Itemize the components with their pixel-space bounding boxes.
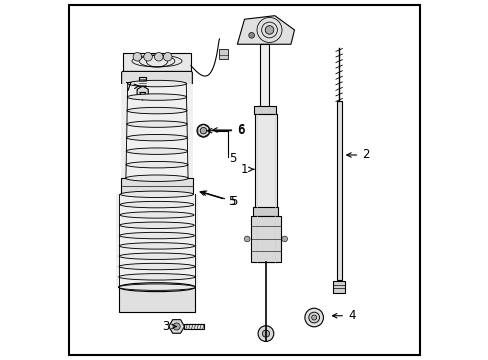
Circle shape — [248, 32, 254, 38]
Ellipse shape — [120, 232, 194, 239]
Circle shape — [173, 323, 180, 330]
Bar — [116, 194, 198, 287]
Polygon shape — [237, 16, 294, 44]
Circle shape — [258, 326, 273, 342]
Text: 2: 2 — [346, 148, 369, 162]
Bar — [260, 44, 269, 116]
Text: 1: 1 — [240, 163, 253, 176]
Ellipse shape — [127, 107, 186, 114]
Text: 5: 5 — [202, 191, 237, 208]
Ellipse shape — [119, 274, 195, 280]
Text: 7: 7 — [124, 81, 139, 94]
Bar — [254, 106, 275, 114]
Ellipse shape — [119, 253, 194, 260]
Ellipse shape — [120, 191, 193, 198]
Circle shape — [281, 236, 287, 242]
Ellipse shape — [127, 94, 186, 100]
Circle shape — [154, 53, 163, 61]
Ellipse shape — [125, 175, 188, 181]
Circle shape — [163, 53, 172, 61]
Bar — [123, 53, 190, 73]
Ellipse shape — [126, 148, 187, 154]
Bar — [118, 287, 195, 312]
Bar — [121, 178, 192, 194]
Ellipse shape — [119, 243, 194, 249]
Bar — [255, 114, 276, 262]
Text: 3: 3 — [162, 320, 176, 333]
Ellipse shape — [120, 212, 194, 218]
Circle shape — [143, 53, 152, 61]
Bar — [333, 281, 344, 293]
Text: 6: 6 — [212, 123, 244, 136]
Polygon shape — [137, 86, 148, 99]
Ellipse shape — [119, 263, 195, 270]
Circle shape — [197, 124, 209, 137]
Polygon shape — [168, 320, 184, 333]
Circle shape — [264, 26, 273, 34]
Bar — [121, 84, 192, 178]
Bar — [250, 216, 281, 262]
Ellipse shape — [126, 121, 187, 127]
Ellipse shape — [118, 284, 195, 291]
Ellipse shape — [127, 80, 186, 87]
FancyBboxPatch shape — [122, 71, 192, 85]
Circle shape — [244, 236, 249, 242]
Ellipse shape — [126, 162, 187, 168]
Ellipse shape — [120, 201, 193, 208]
Bar — [139, 77, 146, 86]
Bar — [253, 207, 278, 216]
Bar — [336, 102, 341, 280]
Bar — [219, 49, 228, 59]
Ellipse shape — [120, 222, 194, 229]
Circle shape — [304, 308, 323, 327]
Circle shape — [200, 127, 206, 134]
Text: 6: 6 — [207, 124, 244, 137]
Text: 5: 5 — [228, 152, 236, 165]
Ellipse shape — [118, 283, 195, 292]
Circle shape — [308, 312, 319, 323]
Text: 5: 5 — [200, 191, 235, 208]
Ellipse shape — [126, 134, 187, 141]
Text: 4: 4 — [332, 309, 355, 322]
Circle shape — [262, 330, 269, 337]
Circle shape — [311, 315, 316, 320]
Bar — [184, 324, 203, 329]
Polygon shape — [140, 93, 145, 100]
Circle shape — [133, 53, 142, 61]
